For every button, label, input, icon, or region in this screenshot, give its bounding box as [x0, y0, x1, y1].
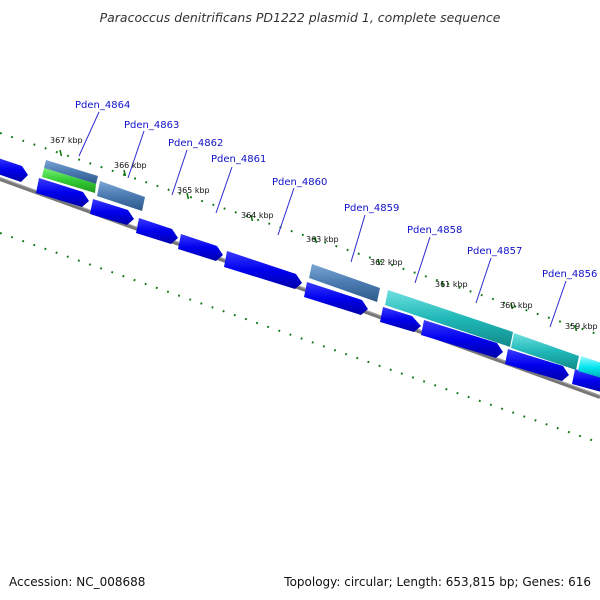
feature-bar-teal[interactable]	[511, 333, 579, 370]
feature-bar-steelblue[interactable]	[97, 181, 145, 211]
gene-label[interactable]: Pden_4858	[407, 225, 462, 236]
tick-label: 359 kbp	[565, 322, 598, 331]
gene-label[interactable]: Pden_4861	[211, 154, 266, 165]
tick-label: 366 kbp	[114, 161, 147, 170]
feature-bar-green[interactable]	[42, 168, 96, 193]
cds-arrow[interactable]	[0, 157, 28, 182]
cds-arrow[interactable]	[90, 199, 134, 225]
cds-forward-row	[0, 157, 600, 392]
genome-summary: Topology: circular; Length: 653,815 bp; …	[283, 575, 591, 589]
tick-label: 363 kbp	[306, 235, 339, 244]
gene-label-group: Pden_4864 Pden_4863 Pden_4862 Pden_4861 …	[75, 100, 597, 280]
tick-label: 361 kbp	[435, 280, 468, 289]
tick-marks	[59, 149, 578, 332]
cds-arrow[interactable]	[304, 282, 368, 315]
gene-label[interactable]: Pden_4862	[168, 138, 223, 149]
leader-lines	[78, 111, 567, 328]
cds-arrow[interactable]	[136, 218, 178, 244]
feature-bar-steelblue[interactable]	[309, 264, 380, 302]
cds-arrow[interactable]	[224, 251, 302, 289]
tick-label: 360 kbp	[500, 301, 533, 310]
cds-arrow[interactable]	[421, 320, 503, 358]
tick-label-group: 367 kbp 366 kbp 365 kbp 364 kbp 363 kbp …	[50, 136, 598, 331]
gene-label[interactable]: Pden_4857	[467, 246, 522, 257]
accession-label: Accession: NC_008688	[9, 575, 145, 589]
gene-label[interactable]: Pden_4856	[542, 269, 597, 280]
gene-label[interactable]: Pden_4864	[75, 100, 130, 111]
cds-arrow[interactable]	[505, 349, 569, 381]
map-title: Paracoccus denitrificans PD1222 plasmid …	[100, 10, 501, 25]
feature-bars-upper	[42, 160, 600, 379]
gene-label[interactable]: Pden_4860	[272, 177, 327, 188]
cds-arrow[interactable]	[178, 234, 223, 261]
cds-arrow[interactable]	[36, 178, 89, 207]
gene-label[interactable]: Pden_4859	[344, 203, 399, 214]
tick-label: 362 kbp	[370, 258, 403, 267]
cds-arrow[interactable]	[380, 307, 421, 332]
tick-label: 365 kbp	[177, 186, 210, 195]
feature-bar-cyan[interactable]	[578, 356, 600, 379]
feature-bar-steelblue[interactable]	[44, 160, 98, 184]
feature-bar-teal[interactable]	[385, 290, 513, 347]
tick-label: 364 kbp	[241, 211, 274, 220]
gene-label[interactable]: Pden_4863	[124, 120, 179, 131]
tick-label: 367 kbp	[50, 136, 83, 145]
